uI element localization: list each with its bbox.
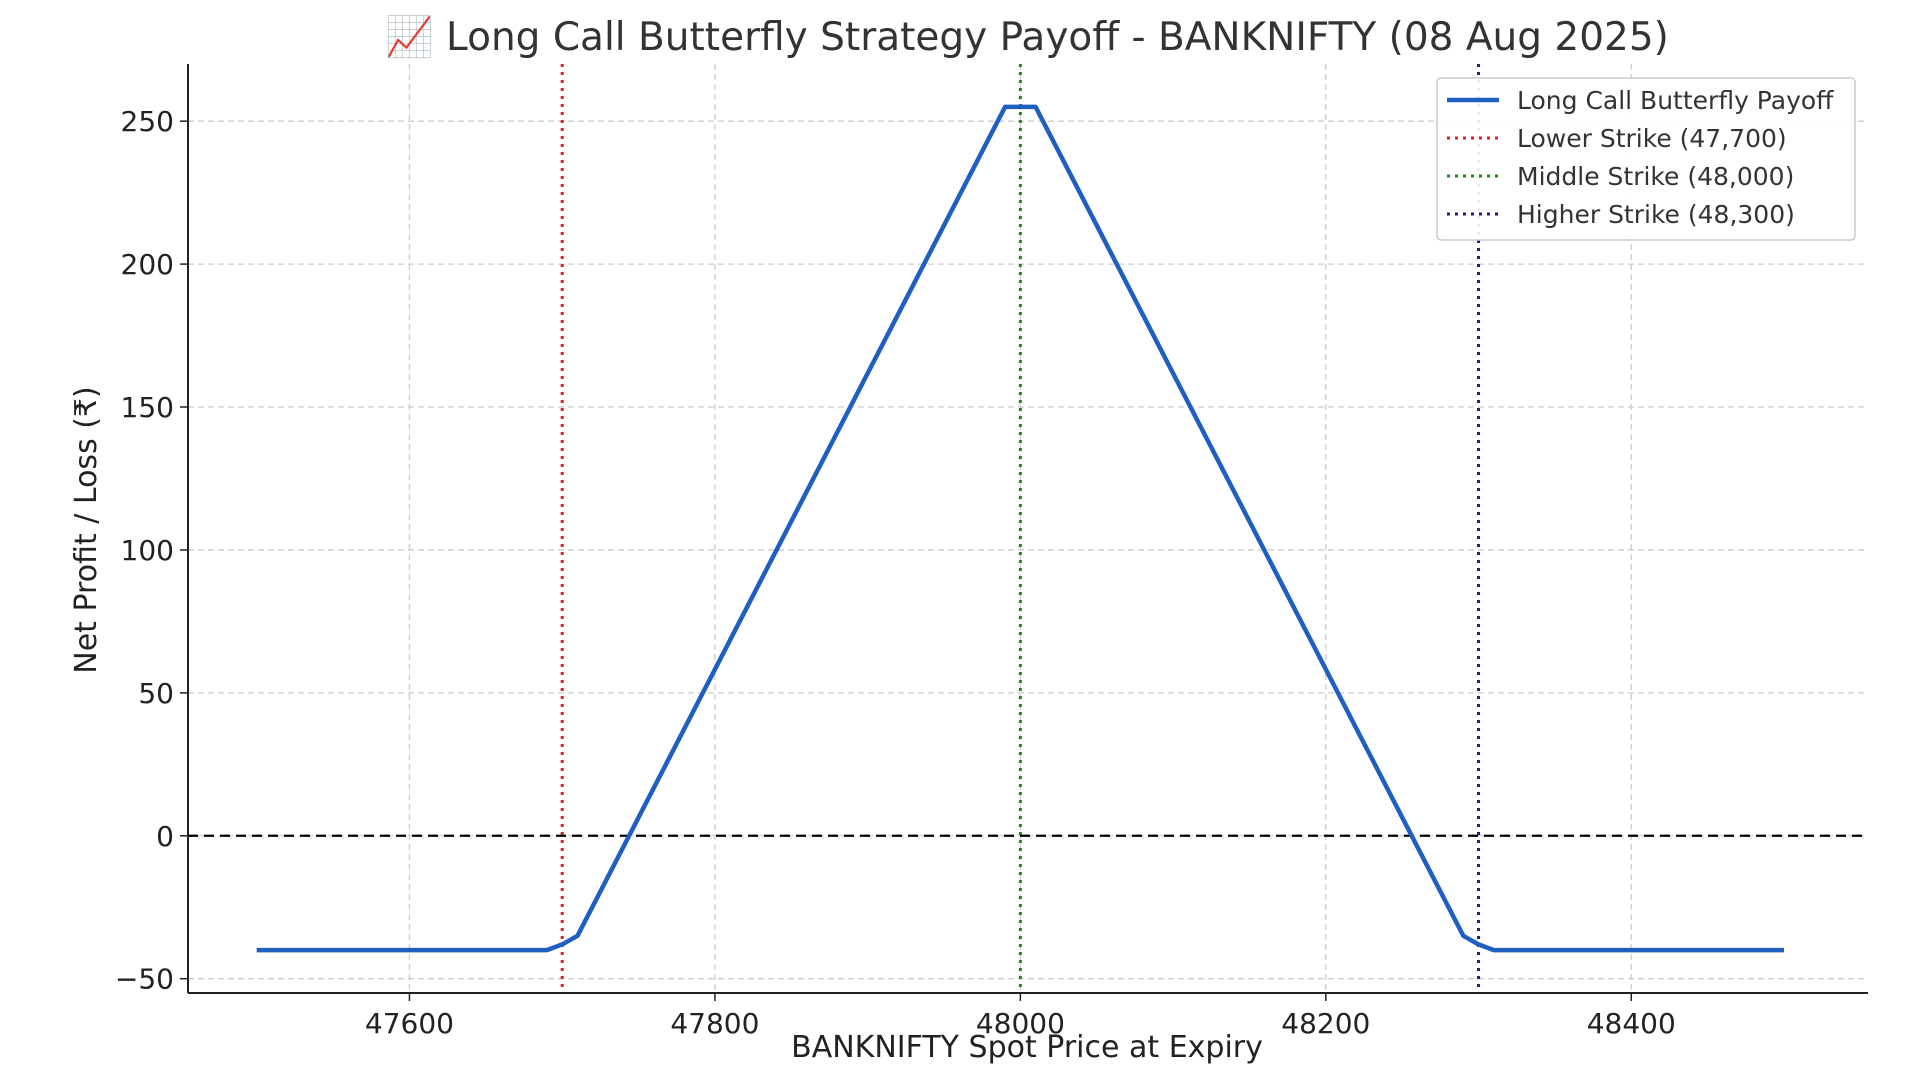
- y-tick-label: 50: [138, 677, 174, 710]
- x-tick-label: 48200: [1281, 1007, 1370, 1040]
- y-axis-label: Net Profit / Loss (₹): [69, 386, 104, 673]
- legend-label: Long Call Butterfly Payoff: [1517, 86, 1834, 115]
- y-tick-label: 0: [156, 820, 174, 853]
- x-tick-label: 47600: [365, 1007, 454, 1040]
- x-tick-label: 48400: [1587, 1007, 1676, 1040]
- series-lines: [256, 104, 1785, 953]
- x-tick-labels: 47600 47800 48000 48200 48400: [365, 1007, 1676, 1040]
- y-tick-labels: −50 0 50 100 150 200 250: [115, 105, 174, 996]
- y-tick-label: 100: [121, 534, 174, 567]
- legend-box: [1436, 77, 1856, 241]
- y-tick-label: 200: [121, 248, 174, 281]
- axes: [180, 64, 1868, 1001]
- x-tick-label: 48000: [976, 1007, 1065, 1040]
- legend-label: Higher Strike (48,300): [1517, 200, 1795, 229]
- y-tick-label: −50: [115, 963, 174, 996]
- y-tick-label: 250: [121, 105, 174, 138]
- y-tick-label: 150: [121, 391, 174, 424]
- x-axis-label: BANKNIFTY Spot Price at Expiry: [791, 1030, 1263, 1065]
- chart-title: 📈 Long Call Butterfly Strategy Payoff - …: [385, 14, 1669, 60]
- legend-label: Middle Strike (48,000): [1517, 162, 1794, 191]
- legend: Long Call Butterfly Payoff Lower Strike (…: [1436, 77, 1856, 241]
- x-tick-label: 47800: [670, 1007, 759, 1040]
- legend-label: Lower Strike (47,700): [1517, 124, 1787, 153]
